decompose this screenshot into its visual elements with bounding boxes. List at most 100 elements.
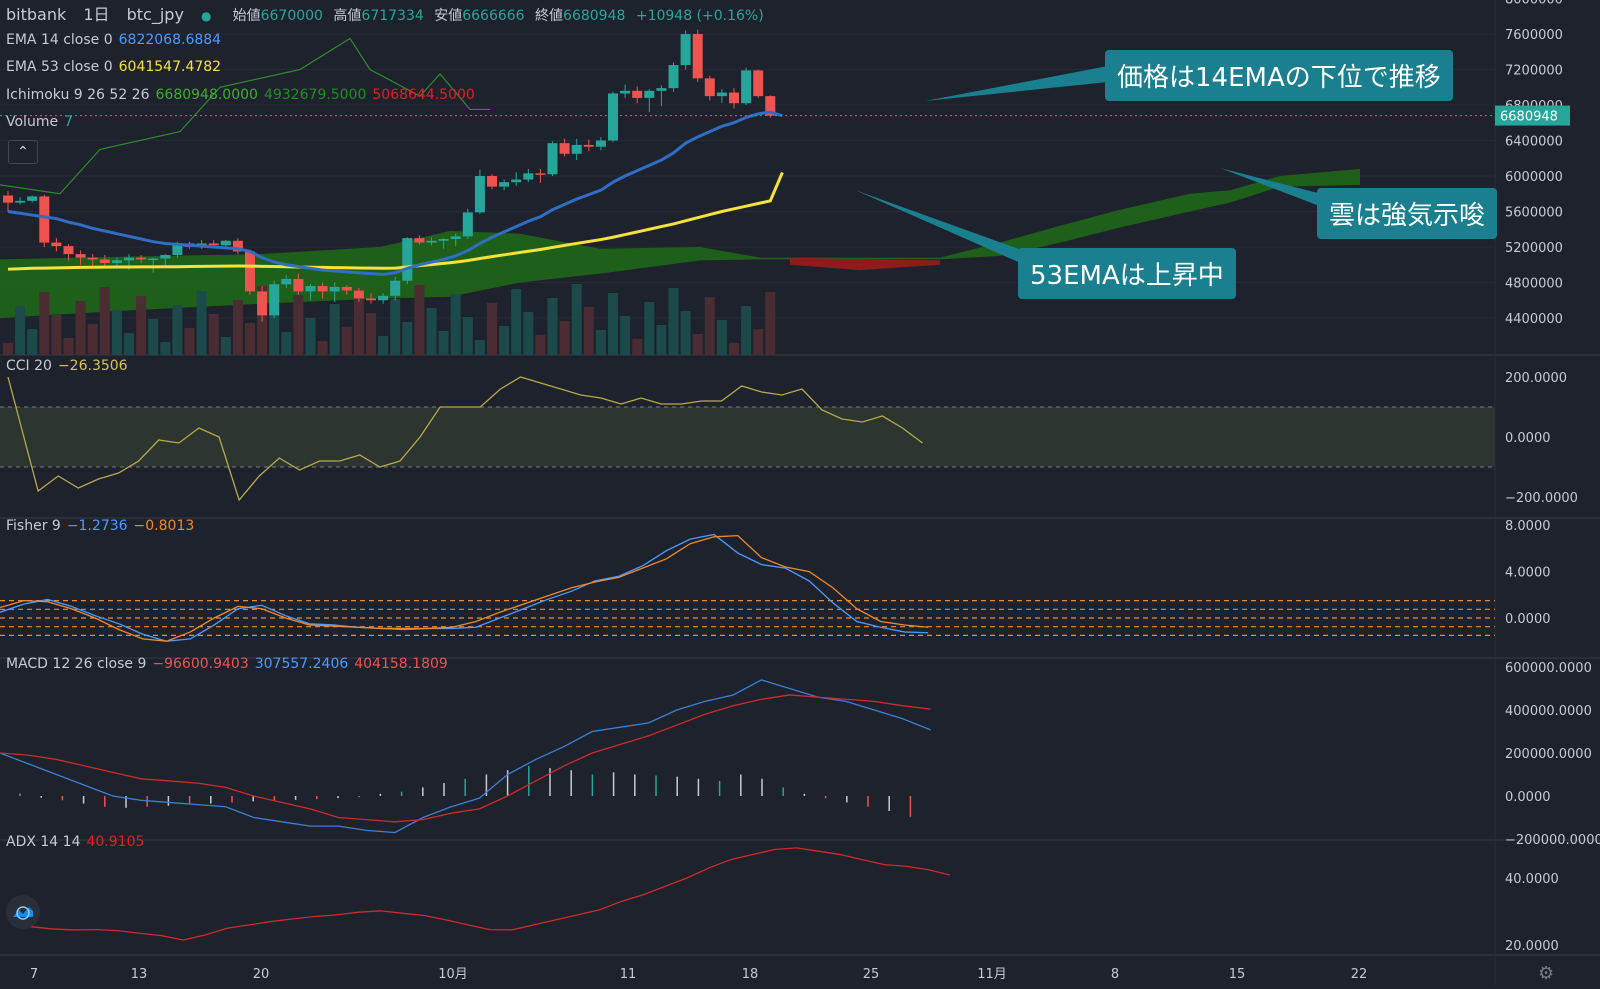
candle-down bbox=[704, 78, 715, 97]
macd-legend[interactable]: MACD 12 26 close 9 −96600.9403 307557.2406… bbox=[6, 656, 448, 672]
cci-band bbox=[0, 407, 1495, 467]
volume-bar bbox=[317, 341, 328, 355]
cci-legend[interactable]: CCI 20 −26.3506 bbox=[6, 358, 128, 374]
price-tick-label: 4800000 bbox=[1505, 277, 1563, 292]
macd-label: MACD 12 26 close 9 bbox=[6, 656, 147, 672]
market-status-icon: ● bbox=[201, 9, 212, 23]
volume-bar bbox=[450, 294, 461, 355]
candle-up bbox=[716, 92, 727, 97]
volume-bar bbox=[511, 289, 522, 355]
candle-down bbox=[366, 298, 376, 301]
volume-bar bbox=[148, 319, 159, 355]
collapse-legend-button[interactable]: ⌃ bbox=[8, 140, 38, 164]
candle-up bbox=[15, 200, 26, 203]
price-axis: 8000000760000072000006800000640000060000… bbox=[0, 0, 1600, 954]
bullish-cloud-area bbox=[0, 168, 1360, 318]
volume-bar bbox=[414, 285, 425, 355]
candles[interactable] bbox=[3, 29, 776, 322]
bearish-cloud-area bbox=[790, 257, 940, 271]
symbol-header: bitbank 1日 btc_jpy ● 始値6670000 高値6717334… bbox=[6, 1, 764, 25]
price-tick-label: 7200000 bbox=[1505, 64, 1563, 79]
fisher-legend[interactable]: Fisher 9 −1.2736 −0.8013 bbox=[6, 518, 194, 534]
price-tick-label: 6000000 bbox=[1505, 170, 1563, 185]
ichimoku-legend[interactable]: Ichimoku 9 26 52 26 6680948.0000 4932679.5… bbox=[6, 87, 475, 103]
ema14-line bbox=[7, 110, 783, 277]
fisher-value-1: −1.2736 bbox=[66, 518, 128, 534]
candle-up bbox=[305, 286, 316, 292]
open-value: 6670000 bbox=[260, 8, 323, 24]
adx-legend[interactable]: ADX 14 14 40.9105 bbox=[6, 834, 144, 850]
cci-tick-label: 200.0000 bbox=[1505, 371, 1567, 386]
candle-down bbox=[692, 34, 703, 79]
candle-up bbox=[220, 240, 231, 246]
candle-up bbox=[656, 88, 667, 91]
volume-legend[interactable]: Volume 7 bbox=[6, 114, 73, 130]
candle-up bbox=[450, 236, 461, 240]
time-tick-label: 7 bbox=[30, 967, 38, 982]
candle-down bbox=[341, 286, 352, 291]
ema14-legend[interactable]: EMA 14 close 0 6822068.6884 bbox=[6, 32, 221, 48]
volume-bar bbox=[208, 314, 219, 355]
callout-pointers bbox=[855, 66, 1330, 265]
candle-up bbox=[329, 286, 340, 292]
close-label: 終値 bbox=[535, 8, 564, 24]
candle-up bbox=[462, 212, 473, 237]
macd-tick-label: −200000.0000 bbox=[1505, 833, 1600, 848]
volume-bar bbox=[765, 292, 776, 355]
volume-bar bbox=[438, 331, 449, 355]
volume-bar bbox=[390, 299, 401, 355]
candle-up bbox=[595, 140, 606, 147]
interval-label[interactable]: 1日 bbox=[83, 5, 110, 24]
chart-settings-gear-icon[interactable]: ⚙ bbox=[1538, 963, 1555, 984]
candle-up bbox=[499, 182, 510, 187]
tradingview-logo-icon[interactable] bbox=[6, 895, 40, 929]
volume-bar bbox=[523, 312, 534, 355]
candle-down bbox=[583, 144, 594, 147]
volume-bar bbox=[583, 307, 594, 355]
fisher-pane bbox=[0, 533, 1495, 642]
volume-bar bbox=[172, 305, 183, 355]
candle-up bbox=[111, 260, 122, 263]
volume-bar bbox=[160, 342, 171, 355]
volume-bar bbox=[220, 337, 231, 355]
ema53-legend[interactable]: EMA 53 close 0 6041547.4782 bbox=[6, 59, 221, 75]
time-tick-label: 11月 bbox=[977, 967, 1007, 982]
fisher-tick-label: 4.0000 bbox=[1505, 566, 1551, 581]
ema14-label: EMA 14 close 0 bbox=[6, 32, 113, 48]
ichimoku-label: Ichimoku 9 26 52 26 bbox=[6, 87, 150, 103]
candle-up bbox=[474, 176, 485, 213]
fisher-tick-label: 8.0000 bbox=[1505, 519, 1551, 534]
candle-up bbox=[27, 196, 38, 201]
volume-bar bbox=[729, 343, 739, 355]
volume-bar bbox=[184, 328, 195, 355]
volume-bar bbox=[366, 313, 376, 355]
candle-up bbox=[547, 143, 558, 175]
volume-bar bbox=[329, 304, 340, 355]
volume-value: 7 bbox=[64, 114, 73, 130]
trigger-line bbox=[0, 534, 929, 642]
ohlc-readout: 始値6670000 高値6717334 安値6666666 終値6680948 … bbox=[227, 8, 764, 24]
time-tick-label: 25 bbox=[863, 967, 880, 982]
volume-bar bbox=[136, 296, 147, 355]
price-tick-label: 5600000 bbox=[1505, 206, 1563, 221]
volume-bar bbox=[75, 301, 86, 355]
volume-bar bbox=[305, 318, 316, 355]
symbol-name[interactable]: btc_jpy bbox=[126, 5, 184, 24]
volume-bar bbox=[293, 295, 304, 355]
ichimoku-value-2: 4932679.5000 bbox=[263, 87, 367, 103]
candle-up bbox=[741, 70, 752, 104]
exchange-name[interactable]: bitbank bbox=[6, 5, 67, 24]
annotation-ema53-rising[interactable]: 53EMAは上昇中 bbox=[1018, 248, 1236, 299]
volume-bar bbox=[39, 292, 50, 355]
time-axis: 7 13 20 10月 11 18 25 11月 8 15 22 bbox=[30, 967, 1367, 982]
ema-lines bbox=[7, 110, 784, 277]
annotation-price-below-ema[interactable]: 価格は14EMAの下位で推移 bbox=[1105, 50, 1453, 101]
candle-up bbox=[160, 254, 171, 259]
annotation-cloud-bullish[interactable]: 雲は強気示唆 bbox=[1317, 188, 1498, 239]
volume-bar bbox=[27, 329, 38, 355]
volume-bar bbox=[692, 334, 703, 355]
ema53-value: 6041547.4782 bbox=[118, 59, 222, 75]
cci-value: −26.3506 bbox=[57, 358, 128, 374]
